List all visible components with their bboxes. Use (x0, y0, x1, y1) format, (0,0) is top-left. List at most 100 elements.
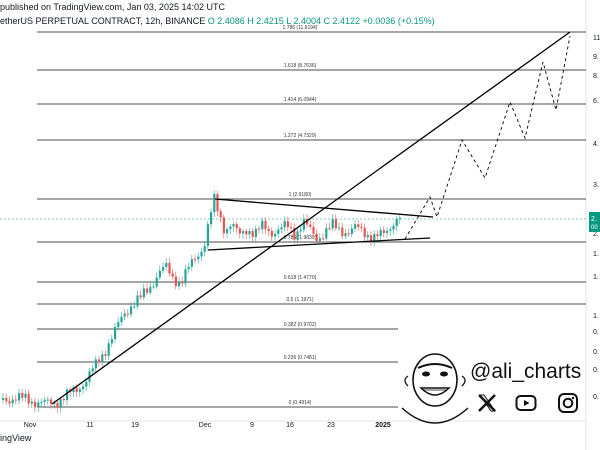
candle-body (210, 212, 213, 225)
candle-body (110, 339, 113, 344)
current-price-marker (589, 212, 600, 232)
candle-body (184, 269, 187, 284)
price-tick-label: 0. (593, 329, 599, 336)
candle-body (293, 228, 296, 240)
candle-body (366, 235, 369, 238)
symbol-header[interactable]: etherUS PERPETUAL CONTRACT, 12h, BINANCE… (0, 16, 435, 26)
candle-body (242, 231, 245, 234)
time-tick-label: 19 (131, 422, 139, 429)
candle-body (18, 392, 21, 401)
candle-body (315, 233, 318, 241)
candle-body (21, 392, 24, 398)
trend-line-main[interactable] (51, 31, 571, 405)
candle-body (222, 217, 225, 234)
candle-body (219, 211, 222, 218)
candle-body (158, 270, 161, 278)
candle-body (168, 262, 171, 274)
fib-level-label: 0.5 (1.1971) (287, 297, 314, 303)
candle-body (200, 251, 203, 257)
price-tick-label: 6. (593, 98, 599, 105)
candle-body (325, 228, 328, 239)
price-tick-label: 4. (593, 141, 599, 148)
tradingview-watermark: ingView (0, 433, 31, 443)
fib-level-label: 0.786 (1.9839) (284, 235, 317, 241)
triangle-lower-line[interactable] (207, 237, 431, 251)
candle-body (309, 224, 312, 227)
candle-body (232, 224, 235, 227)
price-tick-label: 2. (593, 231, 599, 238)
x-icon[interactable] (476, 392, 498, 414)
candle-body (322, 238, 325, 240)
candle-body (139, 295, 142, 298)
time-tick-label: Dec (199, 422, 212, 429)
time-tick-label: 2025 (375, 422, 391, 429)
symbol-title[interactable]: etherUS PERPETUAL CONTRACT, 12h, BINANCE (0, 16, 206, 26)
candle-body (254, 228, 257, 237)
candle-body (376, 234, 379, 237)
youtube-icon[interactable] (515, 392, 537, 414)
candle-body (43, 399, 46, 402)
candle-body (270, 231, 273, 237)
candle-body (59, 399, 62, 408)
candle-body (344, 233, 347, 237)
candle-body (2, 397, 5, 400)
candle-body (171, 273, 174, 277)
candle-body (347, 233, 350, 235)
candle-body (296, 231, 299, 240)
candle-body (187, 266, 190, 270)
candle-body (299, 229, 302, 232)
candle-body (107, 343, 110, 356)
candle-body (75, 387, 78, 392)
watermark-text: ingView (0, 433, 32, 443)
candle-body (133, 306, 136, 308)
fib-level-label: 1.786 (11.6194) (283, 25, 318, 31)
projected-path[interactable] (404, 35, 571, 240)
time-tick-label: Nov (24, 422, 37, 429)
candle-body (357, 224, 360, 227)
price-tick-label: 1. (593, 313, 599, 320)
fibonacci-extension[interactable]: 1.786 (11.6194) 1.618 (8.7636) 1.414 (6.09… (37, 25, 586, 408)
fib-level-label: 0.382 (0.9702) (284, 322, 317, 328)
candle-body (126, 313, 129, 315)
candle-body (328, 228, 331, 230)
candle-body (318, 238, 321, 241)
candle-body (264, 220, 267, 229)
candle-body (267, 228, 270, 232)
candle-body (117, 322, 120, 328)
current-price-label: 2. (591, 216, 597, 223)
instagram-icon[interactable] (557, 392, 579, 414)
candle-body (229, 226, 232, 230)
candle-body (34, 401, 37, 408)
candle-body (149, 286, 152, 293)
candle-body (360, 226, 363, 228)
candle-body (130, 306, 133, 315)
price-axis[interactable]: 11. 9. 8. 6. 4. 3. 2. 1. 1. 1. 0. 0. 0. 0. (593, 35, 600, 401)
candle-body (181, 281, 184, 284)
triangle-upper-line[interactable] (214, 198, 434, 218)
candle-body (213, 193, 216, 213)
candle-body (152, 286, 155, 288)
candle-body (146, 288, 149, 293)
candle-body (190, 259, 193, 267)
candle-body (30, 401, 33, 404)
candle-body (78, 389, 81, 392)
price-tick-label: 0. (593, 394, 599, 401)
price-tick-label: 9. (593, 54, 599, 61)
fib-level-label: 1.618 (8.7636) (284, 63, 317, 69)
avatar (401, 353, 469, 424)
candle-body (363, 227, 366, 238)
candle-body (306, 219, 309, 225)
fib-level-label: 0 (0.4914) (289, 400, 312, 406)
candle-body (197, 256, 200, 260)
candle-body (338, 227, 341, 229)
candle-body (398, 217, 401, 219)
fib-level-label: 1.272 (4.7329) (284, 133, 317, 139)
candle-body (66, 389, 69, 401)
candle-body (72, 387, 75, 393)
candle-body (286, 221, 289, 228)
candle-body (114, 327, 117, 340)
candle-body (373, 234, 376, 243)
candle-body (354, 224, 357, 229)
time-axis[interactable]: Nov 11 19 Dec 9 16 23 2025 (24, 422, 391, 429)
